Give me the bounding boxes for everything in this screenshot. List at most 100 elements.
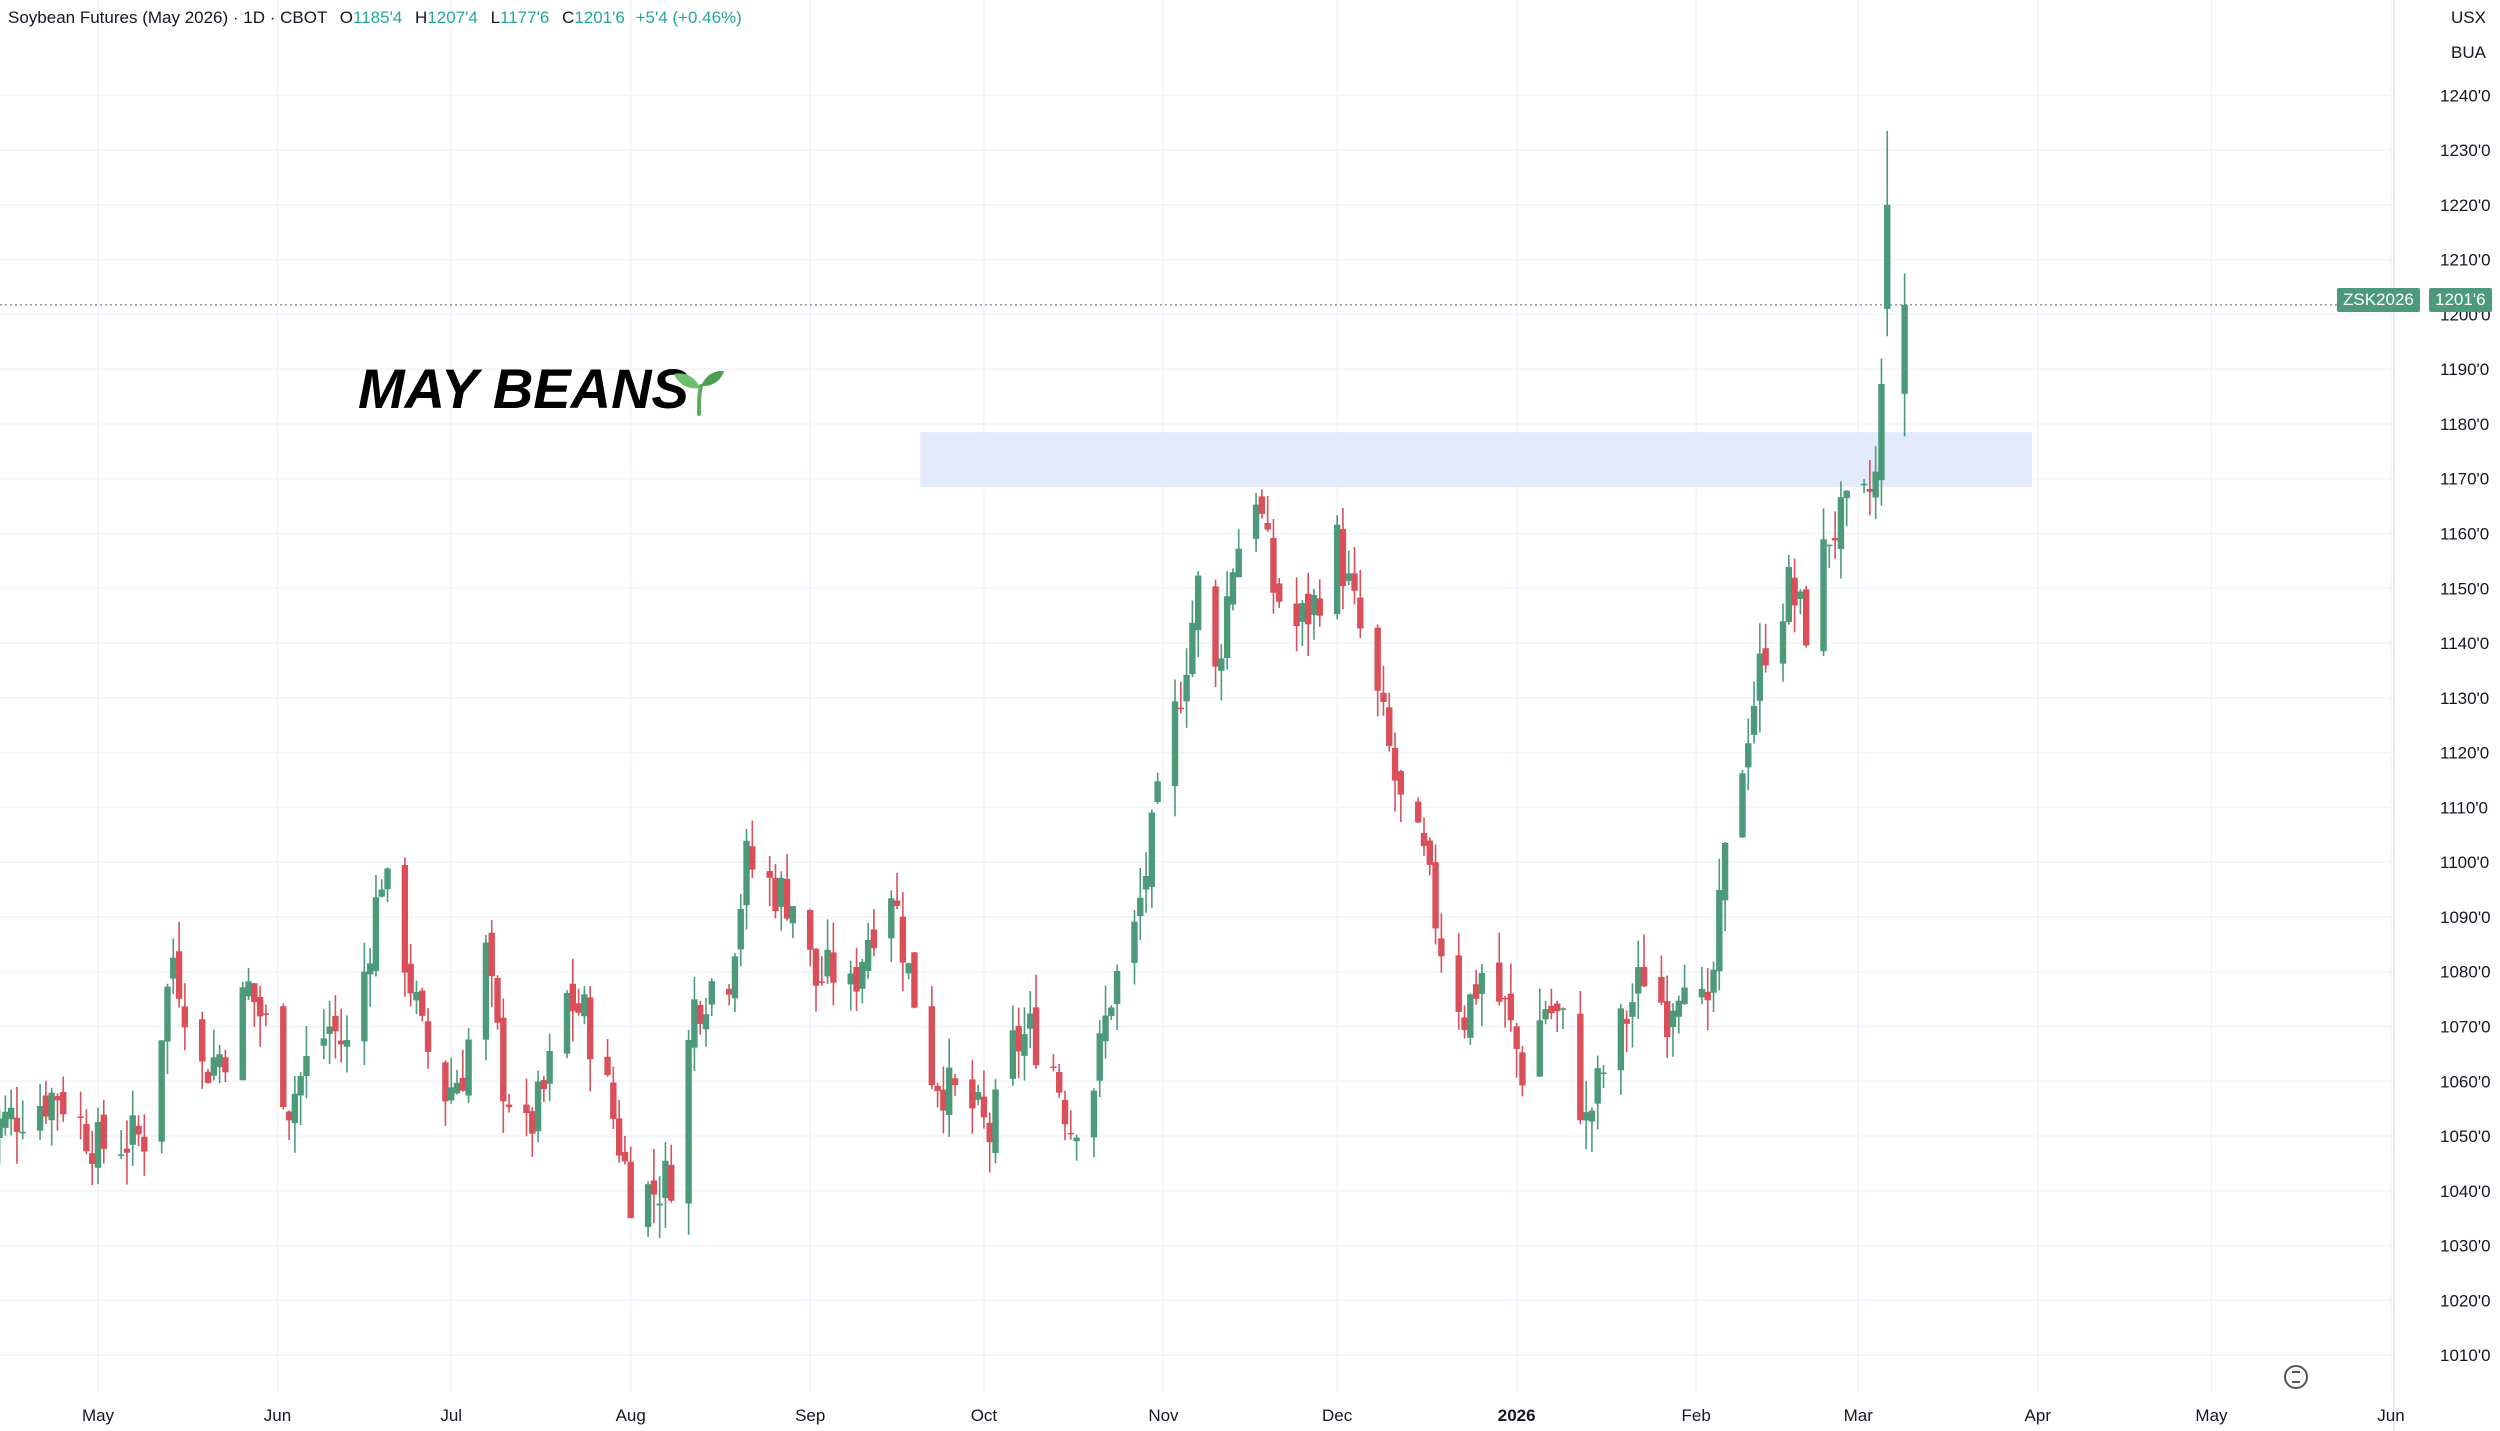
candle-down	[500, 1017, 507, 1102]
candle-down	[407, 963, 414, 994]
candle-down	[569, 983, 577, 1012]
candle-down	[523, 1104, 530, 1114]
candle-up	[320, 1038, 328, 1046]
date-tick-label: Jul	[440, 1406, 462, 1425]
candle-up	[731, 956, 739, 999]
date-tick-label: Sep	[795, 1406, 825, 1425]
candle-up	[239, 987, 246, 1081]
candle-down	[77, 1116, 84, 1119]
highlight-zone	[920, 432, 2032, 487]
candle-down	[1577, 1013, 1584, 1121]
candle-down	[135, 1125, 142, 1135]
candle-up	[737, 908, 744, 950]
candle-up	[1021, 1034, 1028, 1056]
candle-down	[540, 1080, 548, 1090]
candle-up	[1779, 621, 1787, 664]
candle-up	[1194, 575, 1202, 631]
candle-up	[1229, 572, 1237, 605]
date-tick-label: Dec	[1322, 1406, 1353, 1425]
candle-down	[1391, 747, 1399, 781]
candle-up	[1542, 1009, 1549, 1020]
candle-down	[1415, 801, 1422, 823]
candle-up	[1629, 1002, 1636, 1017]
candle-down	[604, 1056, 611, 1075]
candle-down	[100, 1114, 107, 1149]
candle-down	[401, 865, 409, 973]
candle-down	[1455, 955, 1462, 1012]
candle-up	[1594, 1068, 1601, 1104]
candle-up	[170, 957, 177, 979]
candle-down	[870, 929, 878, 949]
candle-down	[1056, 1071, 1063, 1093]
candle-up	[158, 1040, 165, 1142]
candle-down	[529, 1111, 536, 1134]
candle-down	[181, 1006, 189, 1028]
price-axis[interactable]: 1240'01230'01220'01210'01200'01190'01180…	[2440, 86, 2491, 1365]
date-tick-label: Nov	[1148, 1406, 1179, 1425]
candle-up	[1218, 658, 1225, 671]
candle-down	[1351, 573, 1358, 591]
candle-up	[662, 1160, 669, 1199]
price-tick-label: 1160'0	[2440, 525, 2489, 544]
candle-down	[621, 1152, 629, 1162]
change-value: +5'4 (+0.46%)	[635, 8, 742, 27]
annotation-title: MAY BEANS	[358, 357, 689, 420]
candle-up	[1681, 987, 1688, 1005]
measure-unit-button[interactable]: BUA	[2451, 43, 2486, 62]
candle-down	[1762, 648, 1769, 666]
candle-up	[1588, 1110, 1596, 1122]
date-tick-label: Jun	[264, 1406, 291, 1425]
candle-up	[465, 1039, 472, 1096]
open-value: 1185'4	[353, 8, 403, 27]
currency-unit-button[interactable]: USX	[2451, 8, 2486, 27]
price-tick-label: 1050'0	[2440, 1127, 2491, 1146]
symbol-title: Soybean Futures (May 2026) · 1D · CBOT	[8, 8, 328, 27]
time-axis[interactable]: May Jun Jul Aug Sep Oct Nov Dec 2026 Feb Mar Apr May…	[82, 1406, 2405, 1425]
candle-up	[708, 981, 715, 1005]
candle-up	[1252, 504, 1260, 539]
date-tick-label: Feb	[1682, 1406, 1711, 1425]
price-tick-label: 1190'0	[2440, 360, 2489, 379]
candle-up	[1310, 595, 1318, 615]
candle-down	[1357, 597, 1364, 629]
price-tick-label: 1150'0	[2440, 579, 2489, 598]
candle-up	[343, 1040, 351, 1047]
candle-up	[384, 868, 391, 890]
candle-down	[1658, 977, 1665, 1003]
candle-up	[1536, 1020, 1544, 1077]
candle-up	[297, 1076, 304, 1096]
timezone-clock-icon[interactable]	[2284, 1365, 2308, 1389]
candle-down	[1420, 832, 1428, 847]
price-tick-label: 1010'0	[2440, 1346, 2491, 1365]
candle-up	[778, 877, 785, 907]
candle-up	[888, 898, 895, 939]
candle-down	[969, 1079, 976, 1109]
chart-grid	[0, 0, 2395, 1431]
candle-down	[1374, 627, 1381, 691]
candle-down	[199, 1019, 206, 1062]
candle-up	[1797, 591, 1804, 599]
candle-up	[48, 1092, 55, 1121]
candle-up	[1154, 781, 1161, 803]
candle-down	[1791, 577, 1798, 606]
candle-up	[1721, 843, 1729, 901]
candle-up	[534, 1081, 542, 1132]
candle-down	[175, 951, 183, 999]
price-tick-label: 1180'0	[2440, 415, 2489, 434]
symbol-legend: Soybean Futures (May 2026) · 1D · CBOT O…	[8, 8, 742, 28]
price-tick-label: 1100'0	[2440, 853, 2489, 872]
candle-down	[424, 1021, 432, 1052]
candle-down	[986, 1122, 993, 1143]
candle-down	[1513, 1026, 1520, 1050]
candle-down	[256, 996, 264, 1017]
candle-down	[1866, 488, 1874, 492]
candle-down	[1212, 586, 1219, 667]
price-tick-label: 1120'0	[2440, 744, 2489, 763]
candle-down	[442, 1062, 449, 1102]
candle-up	[303, 1055, 310, 1077]
date-tick-label: 2026	[1498, 1406, 1536, 1425]
candle-up	[1478, 973, 1486, 994]
candle-up	[1710, 969, 1717, 993]
candle-up	[1860, 483, 1868, 486]
